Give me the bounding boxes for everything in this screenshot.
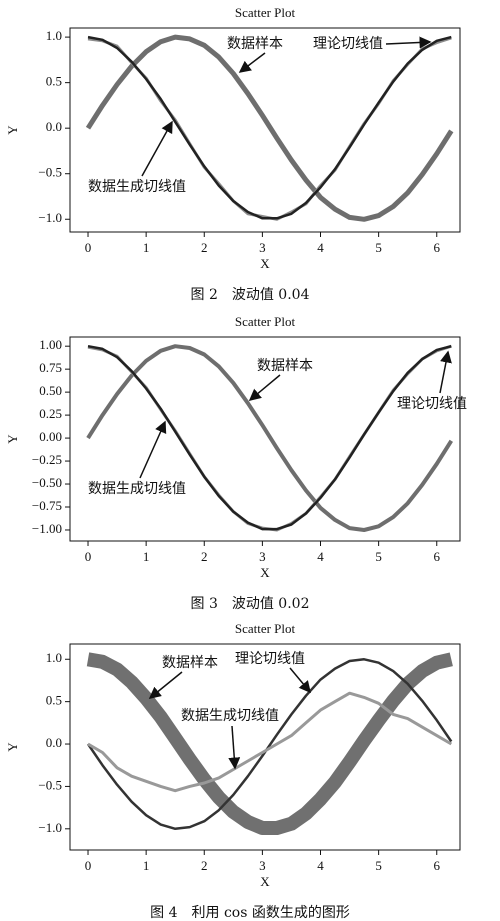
series-line xyxy=(85,34,454,222)
x-tick-label: 2 xyxy=(201,549,208,564)
x-axis-label: X xyxy=(260,565,270,580)
x-tick-label: 2 xyxy=(201,240,208,255)
x-tick-label: 3 xyxy=(259,549,266,564)
chart-title: Scatter Plot xyxy=(235,314,296,329)
x-tick-label: 2 xyxy=(201,858,208,873)
annotation-arrow xyxy=(238,52,266,73)
y-tick-label: −1.00 xyxy=(32,521,62,536)
series-line xyxy=(86,658,453,831)
y-tick-label: −0.5 xyxy=(38,165,62,180)
plot-frame xyxy=(69,336,461,542)
y-tick-label: −0.5 xyxy=(38,777,62,792)
annotation: 数据生成切线值 xyxy=(88,179,186,195)
y-tick-label: 1.0 xyxy=(46,650,62,665)
x-tick-label: 6 xyxy=(434,549,441,564)
chart-title: Scatter Plot xyxy=(235,5,296,20)
y-tick-label: 1.00 xyxy=(39,337,62,352)
annotation-arrow xyxy=(385,36,432,49)
annotation: 数据生成切线值 xyxy=(88,481,186,497)
annotation-arrow xyxy=(289,667,311,694)
annotation: 理论切线值 xyxy=(313,36,383,52)
y-tick-label: −1.0 xyxy=(38,210,62,225)
y-axis-label: Y xyxy=(5,434,20,444)
y-tick-label: 0.00 xyxy=(39,429,62,444)
annotation: 理论切线值 xyxy=(235,651,305,667)
chart: Scatter Plot 0 1 2 3 4 5 6 −1.00 −0.75 −0.50 −0.25 0… xyxy=(5,314,467,612)
annotation-arrow xyxy=(228,725,241,770)
figure-caption: 图 4 利用 cos 函数生成的图形 xyxy=(150,905,350,921)
y-tick-label: 0.25 xyxy=(39,406,62,421)
x-tick-label: 1 xyxy=(143,858,150,873)
y-tick-label: −0.50 xyxy=(32,475,62,490)
x-tick-label: 0 xyxy=(85,858,92,873)
series-line xyxy=(87,35,452,220)
x-tick-label: 5 xyxy=(375,858,382,873)
annotation: 数据生成切线值 xyxy=(181,708,279,724)
series-line xyxy=(87,691,453,793)
x-tick-label: 5 xyxy=(375,240,382,255)
x-tick-label: 3 xyxy=(259,858,266,873)
annotation: 数据样本 xyxy=(227,36,283,52)
plot-frame xyxy=(69,27,461,233)
series-line xyxy=(86,344,453,532)
annotation-arrow xyxy=(439,350,452,394)
x-tick-label: 6 xyxy=(434,240,441,255)
x-tick-label: 3 xyxy=(259,240,266,255)
y-tick-label: 0.0 xyxy=(46,735,62,750)
chart: Scatter Plot 0 1 2 3 4 5 6 −1.0 −0.5 0.0 0.5 1.0 X Y 数据… xyxy=(5,621,461,921)
y-tick-label: 0.50 xyxy=(39,383,62,398)
y-tick-label: 0.5 xyxy=(46,74,62,89)
y-tick-label: 0.0 xyxy=(46,119,62,134)
x-tick-label: 1 xyxy=(143,549,150,564)
annotation: 数据样本 xyxy=(162,655,218,671)
x-tick-label: 5 xyxy=(375,549,382,564)
y-tick-label: −0.75 xyxy=(32,498,62,513)
y-tick-label: 0.75 xyxy=(39,360,62,375)
x-tick-label: 4 xyxy=(317,240,324,255)
y-tick-label: 1.0 xyxy=(46,28,62,43)
y-tick-label: −0.25 xyxy=(32,452,62,467)
chart: Scatter Plot 0 1 2 3 4 5 6 −1.0 −0.5 0.0 0.5 1.0 X Y 数据… xyxy=(5,5,461,303)
y-tick-label: −1.0 xyxy=(38,820,62,835)
series-line xyxy=(86,652,453,835)
figure-caption: 图 2 波动值 0.04 xyxy=(191,287,310,303)
x-tick-label: 4 xyxy=(317,858,324,873)
series-line xyxy=(87,344,452,531)
annotation: 数据样本 xyxy=(257,358,313,374)
x-tick-label: 4 xyxy=(317,549,324,564)
x-tick-label: 0 xyxy=(85,240,92,255)
x-tick-label: 6 xyxy=(434,858,441,873)
y-tick-label: 0.5 xyxy=(46,693,62,708)
x-axis-label: X xyxy=(260,256,270,271)
x-axis-label: X xyxy=(260,874,270,889)
annotation-arrow xyxy=(139,420,167,479)
x-tick-label: 0 xyxy=(85,549,92,564)
chart-title: Scatter Plot xyxy=(235,621,296,636)
annotation-arrow xyxy=(248,374,281,401)
figure-caption: 图 3 波动值 0.02 xyxy=(191,596,310,612)
y-axis-label: Y xyxy=(5,125,20,135)
plot-frame xyxy=(69,643,461,851)
annotation-arrow xyxy=(148,671,183,699)
x-tick-label: 1 xyxy=(143,240,150,255)
annotation: 理论切线值 xyxy=(397,396,467,412)
annotation-arrow xyxy=(141,120,173,177)
y-axis-label: Y xyxy=(5,742,20,752)
